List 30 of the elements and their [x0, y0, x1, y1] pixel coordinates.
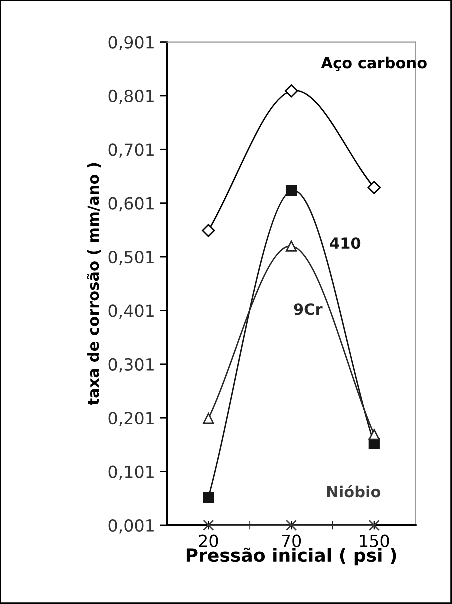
y-tick-label: 0,101 — [108, 466, 154, 480]
y-tick-label: 0,301 — [108, 358, 154, 373]
y-tick-label: 0,501 — [108, 251, 154, 266]
y-tick-label: 0,601 — [108, 197, 154, 212]
point — [203, 520, 214, 532]
x-axis-title: Pressão inicial ( psi ) — [186, 548, 396, 566]
point — [286, 185, 298, 197]
point — [368, 429, 380, 440]
point — [284, 84, 298, 98]
point — [286, 240, 298, 252]
point — [368, 181, 381, 194]
point — [368, 520, 380, 532]
y-tick-label: 0,801 — [108, 90, 154, 104]
y-tick-label: 0,001 — [108, 519, 154, 534]
series-label: Nióbio — [328, 485, 381, 498]
series-label: 410 — [330, 238, 361, 250]
series-label: Aço carbono — [321, 56, 427, 72]
x-tick-label: 150 — [360, 534, 390, 548]
y-axis-title: taxa de corrosão ( mm/ano ) — [87, 163, 102, 406]
y-tick-label: 0,401 — [108, 304, 154, 319]
y-tick-label: 0,201 — [108, 412, 154, 426]
y-tick-label: 0,701 — [108, 144, 154, 158]
y-tick-label: 0,901 — [108, 36, 154, 51]
point — [202, 224, 216, 238]
point — [203, 413, 214, 424]
x-tick-label: 70 — [282, 534, 302, 548]
x-tick-label: 20 — [199, 534, 218, 548]
point — [286, 520, 298, 532]
series-label: 9Cr — [294, 304, 323, 316]
point — [203, 492, 214, 504]
